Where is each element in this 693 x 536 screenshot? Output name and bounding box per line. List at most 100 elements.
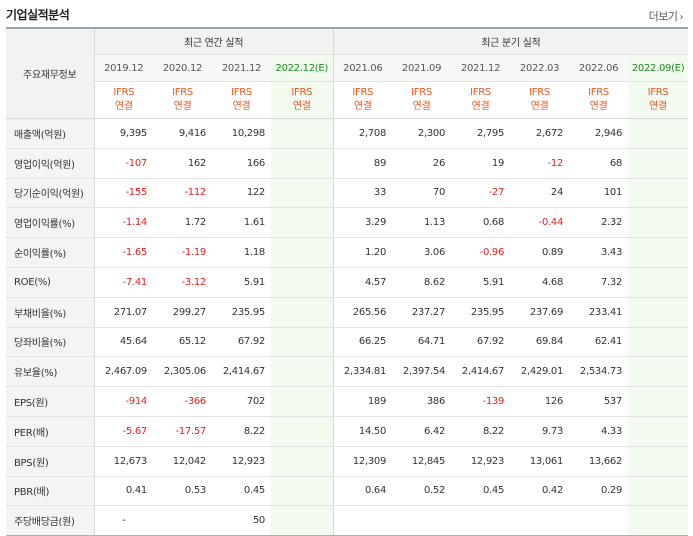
quarter-cell: 2,397.54	[392, 356, 452, 388]
ifrs-line1: IFRS	[588, 87, 609, 98]
ifrs-line1: IFRS	[647, 87, 669, 98]
annual-cell	[271, 178, 334, 209]
quarter-cell: 233.41	[569, 297, 629, 328]
ifrs-line1: IFRS	[352, 87, 374, 98]
ifrs-line2: 연결	[232, 101, 251, 112]
quarter-cell: 3.29	[332, 207, 393, 239]
annual-cell	[271, 446, 334, 477]
quarter-cell	[392, 505, 452, 536]
annual-cell	[271, 118, 334, 149]
quarter-cell: 24	[510, 178, 570, 209]
annual-cell: -5.67	[94, 416, 153, 447]
ifrs-line2: 연결	[292, 101, 311, 112]
annual-cell	[271, 148, 334, 179]
annual-cell: 2,467.09	[94, 356, 153, 388]
quarter-cell: 101	[569, 178, 629, 209]
quarter-cell: 0.89	[510, 237, 570, 268]
table-row: ROE(%) -7.41 -3.12 5.91 4.57 8.62 5.91 4.68 7.32	[6, 267, 689, 298]
ifrs-label: IFRS 연결	[271, 81, 334, 119]
annual-cell: 9,395	[94, 118, 153, 149]
ifrs-line1: IFRS	[470, 87, 491, 98]
annual-cell: 50	[212, 505, 271, 536]
quarter-cell	[628, 207, 689, 239]
quarter-cell: 0.52	[392, 476, 452, 507]
quarter-cell: 69.84	[510, 327, 570, 358]
ifrs-line2: 연결	[114, 101, 133, 112]
annual-cell: 0.53	[153, 476, 212, 507]
quarter-cell	[628, 356, 689, 388]
quarter-cell	[628, 267, 689, 298]
quarter-cell	[628, 118, 689, 149]
annual-cell: 122	[212, 178, 271, 209]
quarter-cell	[628, 446, 689, 477]
quarter-cell: 68	[569, 148, 629, 179]
annual-cell: -1.19	[153, 237, 212, 268]
quarter-cell	[628, 416, 689, 447]
quarter-cell: 19	[451, 148, 511, 179]
table-row: 당좌비율(%) 45.64 65.12 67.92 66.25 64.71 67.92 69.…	[6, 327, 689, 358]
quarter-cell: -0.44	[510, 207, 570, 239]
quarter-cell: 2,534.73	[569, 356, 629, 388]
period-annual-2: 2021.12	[212, 54, 271, 82]
quarter-cell: 1.13	[392, 207, 452, 239]
quarter-cell: 2,795	[451, 118, 511, 149]
quarter-cell: 2,708	[332, 118, 393, 149]
quarter-cell: 537	[569, 386, 629, 417]
period-quarter-0: 2021.06	[332, 54, 393, 82]
table-row: 영업이익률(%) -1.14 1.72 1.61 3.29 1.13 0.68 -0.44 2.…	[6, 207, 689, 239]
period-quarter-4: 2022.06	[569, 54, 629, 82]
annual-cell	[153, 505, 212, 536]
ifrs-label: IFRS 연결	[569, 81, 629, 119]
quarter-cell: 7.32	[569, 267, 629, 298]
table-row: 당기순이익(억원) -155 -112 122 33 70 -27 24 101	[6, 178, 689, 209]
quarter-cell: 0.68	[451, 207, 511, 239]
ifrs-line2: 연결	[589, 101, 608, 112]
quarter-cell: 386	[392, 386, 452, 417]
annual-cell: 2,414.67	[212, 356, 271, 388]
quarter-cell: 12,923	[451, 446, 511, 477]
quarter-cell: 237.69	[510, 297, 570, 328]
row-label: 순이익률(%)	[6, 237, 95, 268]
more-link[interactable]: 더보기 ›	[649, 8, 684, 24]
ifrs-line1: IFRS	[411, 87, 432, 98]
quarter-cell	[628, 327, 689, 358]
annual-cell: 702	[212, 386, 271, 417]
quarter-cell: 235.95	[451, 297, 511, 328]
quarter-cell: 12,845	[392, 446, 452, 477]
quarter-cell: 0.64	[332, 476, 393, 507]
annual-cell: -1.14	[94, 207, 153, 239]
annual-cell: -914	[94, 386, 153, 417]
annual-cell: 8.22	[212, 416, 271, 447]
ifrs-line1: IFRS	[231, 87, 252, 98]
annual-cell: 271.07	[94, 297, 153, 328]
ifrs-line1: IFRS	[529, 87, 550, 98]
table-row: 주당배당금(원) - 50	[6, 505, 689, 536]
ifrs-line2: 연결	[649, 101, 667, 112]
quarter-cell: 67.92	[451, 327, 511, 358]
annual-cell: -112	[153, 178, 212, 209]
row-label: 매출액(억원)	[6, 118, 95, 149]
table-row: PBR(배) 0.41 0.53 0.45 0.64 0.52 0.45 0.42 0.29	[6, 476, 689, 507]
ifrs-line2: 연결	[412, 101, 431, 112]
quarter-cell: 62.41	[569, 327, 629, 358]
annual-cell	[271, 476, 334, 507]
quarter-cell: 6.42	[392, 416, 452, 447]
annual-cell: 65.12	[153, 327, 212, 358]
ifrs-line2: 연결	[353, 101, 372, 112]
row-label: 영업이익률(%)	[6, 207, 95, 239]
row-label: 유보율(%)	[6, 356, 95, 388]
annual-cell: 162	[153, 148, 212, 179]
quarter-cell: 4.68	[510, 267, 570, 298]
quarter-cell: 4.33	[569, 416, 629, 447]
row-label: 당좌비율(%)	[6, 327, 95, 358]
period-quarter-2: 2021.12	[451, 54, 511, 82]
annual-header: 최근 연간 실적	[94, 27, 334, 55]
ifrs-label: IFRS 연결	[153, 81, 212, 119]
quarter-cell	[628, 386, 689, 417]
quarter-cell: -12	[510, 148, 570, 179]
quarter-cell: -27	[451, 178, 511, 209]
quarter-cell: 2,334.81	[332, 356, 393, 388]
ifrs-line1: IFRS	[291, 87, 313, 98]
quarter-cell: 126	[510, 386, 570, 417]
ifrs-label: IFRS 연결	[628, 81, 689, 119]
